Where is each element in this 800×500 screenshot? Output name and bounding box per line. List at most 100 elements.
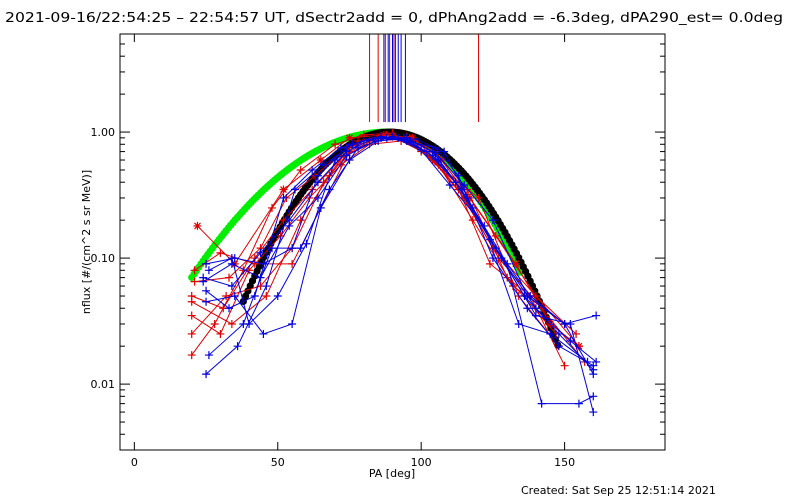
red-data-point [491, 231, 500, 240]
blue-data-point [583, 357, 592, 366]
red-data-point [560, 361, 569, 370]
blue-data-point [204, 351, 213, 360]
x-axis: 0 50 100 150 [131, 34, 575, 469]
red-data-point [296, 166, 305, 174]
vertical-markers [369, 34, 480, 123]
blue-data-point [313, 193, 322, 202]
red-data-point [316, 156, 325, 165]
blue-data-point [202, 297, 211, 306]
red-data-point [250, 259, 259, 268]
blue-data-point [399, 133, 408, 142]
blue-data-point [457, 185, 466, 194]
data-series [187, 129, 601, 417]
blue-data-point [440, 147, 449, 156]
blue-data-point [460, 181, 469, 190]
red-data-point [279, 185, 288, 194]
x-tick-label: 100 [411, 456, 432, 469]
blue-data-point [428, 147, 437, 156]
created-footer: Created: Sat Sep 25 12:51:14 2021 [521, 484, 716, 497]
blue-data-point [225, 304, 233, 313]
blue-data-point [227, 259, 236, 268]
blue-data-point [377, 132, 386, 141]
chart-title: 2021-09-16/22:54:25 – 22:54:57 UT, dSect… [5, 11, 783, 26]
blue-data-point [531, 304, 540, 313]
blue-data-point [202, 259, 211, 268]
blue-data-point [348, 140, 357, 149]
red-data-point [193, 221, 202, 230]
y-tick-label: 1.00 [91, 126, 116, 139]
blue-data-point [359, 136, 368, 145]
blue-data-point [463, 193, 472, 202]
red-data-point [210, 319, 219, 328]
blue-data-point [268, 244, 277, 253]
y-axis: 0.01 0.10 1.00 [91, 43, 665, 435]
blue-data-point [589, 408, 598, 417]
blue-data-point [336, 143, 345, 152]
blue-data-point [302, 239, 311, 248]
blue-data-point [227, 282, 236, 291]
red-data-point [190, 266, 199, 275]
blue-series-line [208, 137, 594, 405]
y-tick-label: 0.01 [91, 378, 116, 391]
blue-data-point [523, 304, 532, 313]
blue-data-point [316, 203, 325, 212]
blue-data-point [537, 399, 546, 408]
blue-data-point [554, 342, 563, 351]
blue-data-point [574, 399, 583, 408]
blue-data-point [319, 160, 328, 169]
blue-data-point [256, 273, 265, 282]
blue-data-point [308, 166, 317, 174]
red-data-point [227, 319, 236, 328]
blue-data-point [296, 244, 305, 253]
blue-data-point [417, 146, 426, 155]
red-data-point [345, 133, 354, 142]
red-series-line [194, 137, 577, 335]
blue-data-point [592, 357, 601, 366]
blue-data-point [331, 156, 340, 165]
red-data-point [187, 329, 196, 338]
blue-data-point [589, 365, 598, 374]
blue-data-point [288, 319, 297, 328]
blue-data-point [566, 336, 575, 345]
red-data-point [187, 351, 196, 360]
blue-data-point [290, 185, 299, 194]
blue-data-point [233, 342, 242, 351]
red-data-point [222, 292, 231, 301]
blue-data-point [279, 193, 288, 202]
blue-data-point [204, 266, 213, 275]
blue-data-point [554, 329, 563, 338]
blue-data-point [589, 392, 598, 401]
blue-data-point [199, 277, 208, 286]
x-axis-label: PA [deg] [369, 467, 415, 480]
blue-data-point [342, 151, 351, 160]
blue-data-point [497, 254, 506, 263]
red-data-point [187, 297, 196, 306]
red-data-point [511, 259, 520, 268]
blue-data-point [411, 135, 420, 144]
red-series-line [191, 138, 586, 363]
black-fit-point [551, 335, 560, 343]
blue-data-point [488, 216, 497, 225]
x-tick-label: 50 [271, 456, 285, 469]
blue-data-point [468, 203, 477, 212]
red-data-point [216, 248, 225, 257]
x-tick-label: 0 [131, 456, 138, 469]
blue-data-point [256, 248, 265, 257]
y-tick-label: 0.10 [91, 252, 116, 265]
red-data-point [268, 203, 277, 212]
blue-data-point [592, 311, 601, 320]
blue-data-point [202, 370, 211, 379]
red-data-point [262, 292, 271, 301]
red-data-point [288, 259, 297, 268]
blue-data-point [514, 319, 523, 328]
blue-data-point [245, 319, 254, 328]
blue-data-point [546, 329, 555, 338]
x-tick-label: 150 [554, 456, 575, 469]
blue-data-point [313, 178, 322, 187]
red-data-point [331, 140, 340, 149]
red-data-point [474, 193, 483, 202]
red-data-point [187, 311, 196, 320]
red-data-point [190, 277, 199, 286]
red-data-point [216, 329, 225, 338]
plot-frame [119, 33, 666, 451]
